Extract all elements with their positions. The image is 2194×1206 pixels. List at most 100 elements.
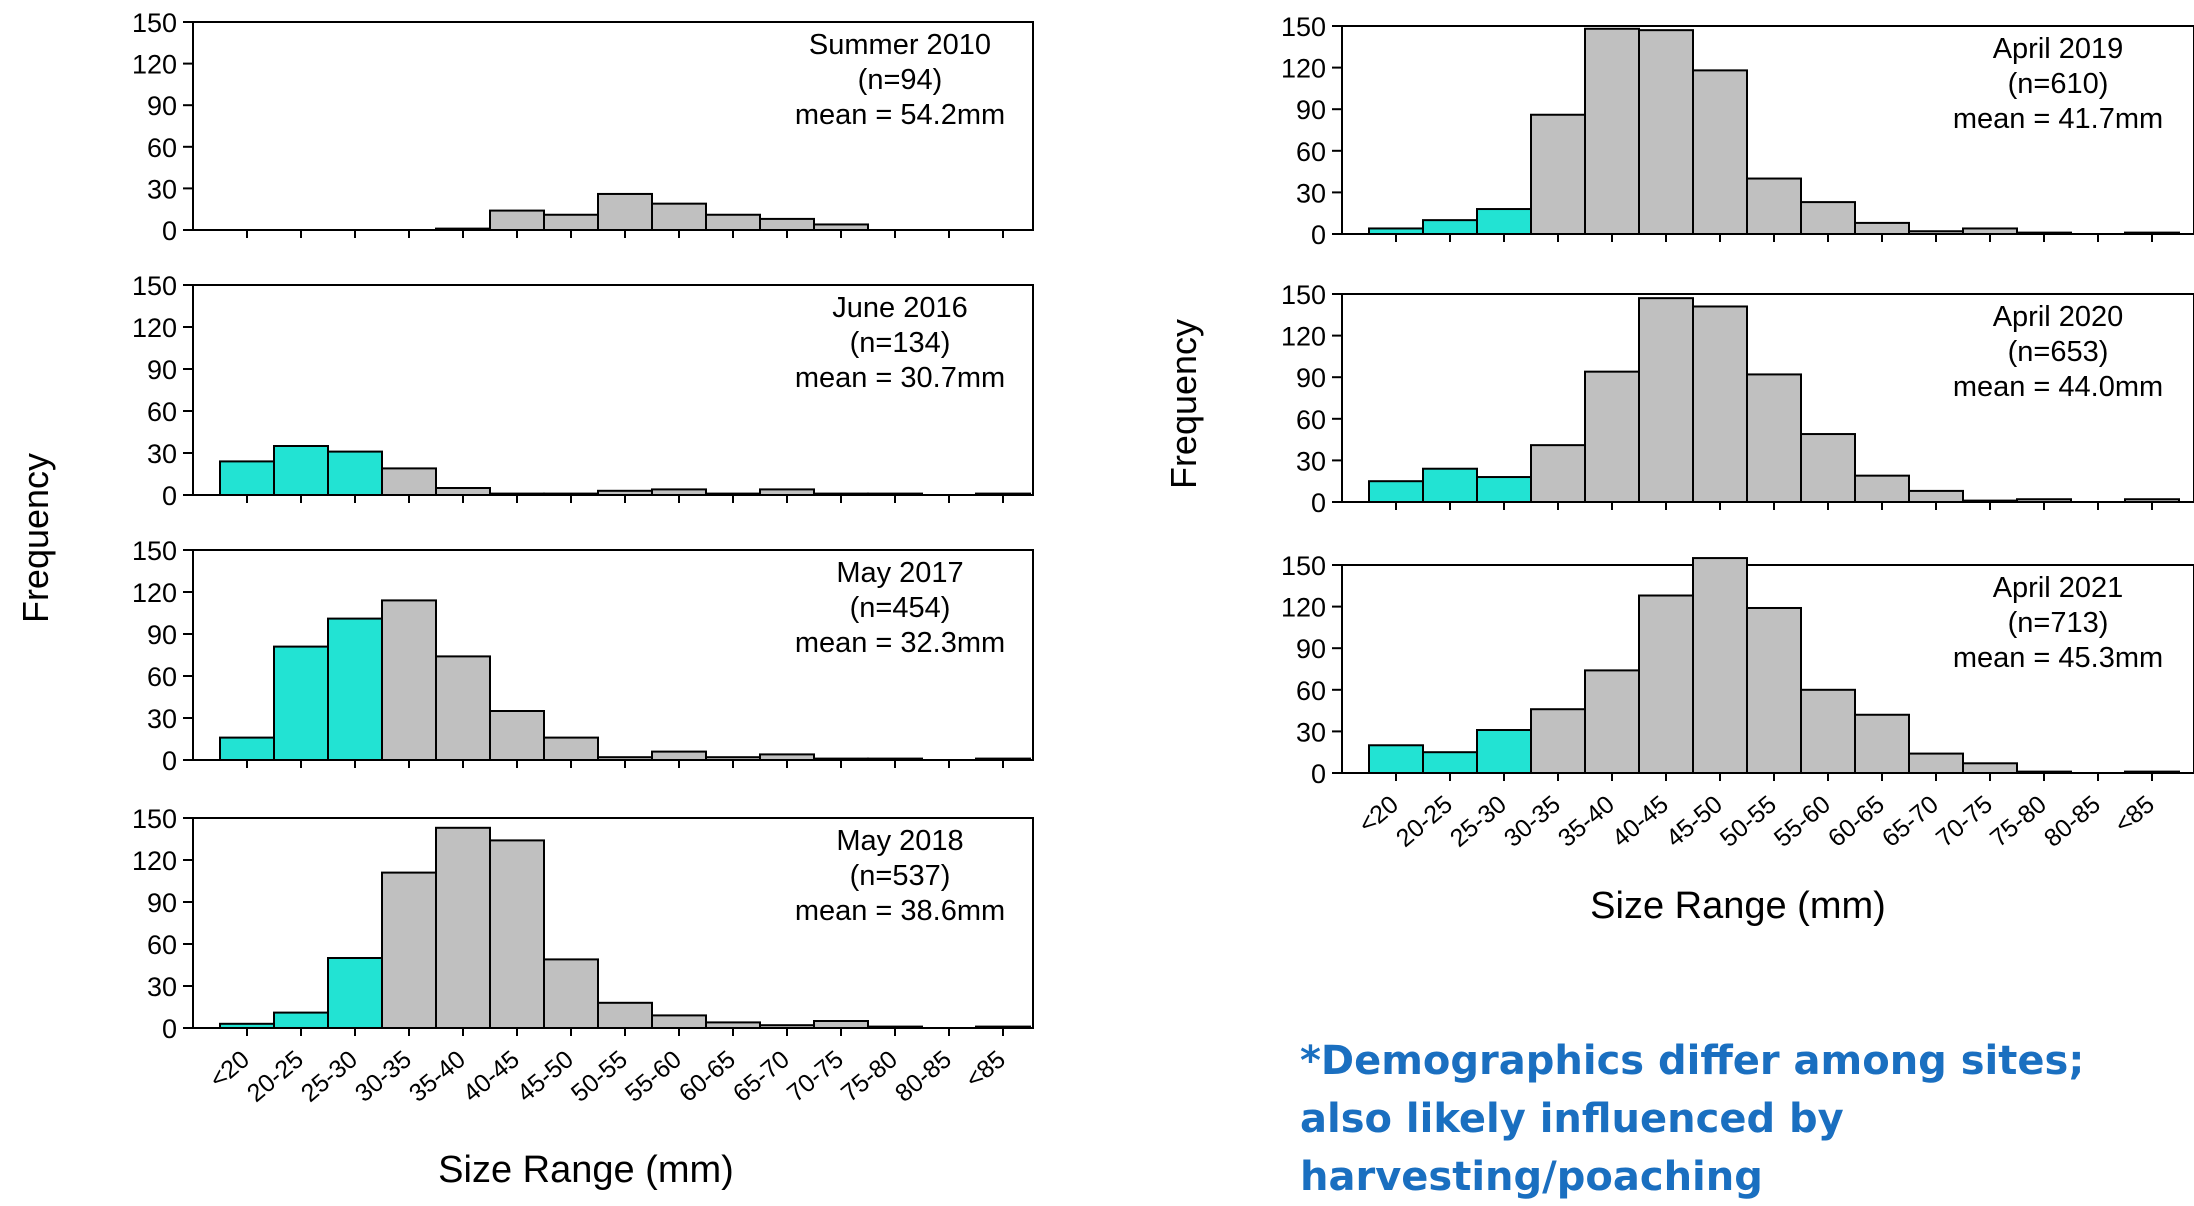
x-tick-label: 60-65 xyxy=(674,1045,741,1108)
panel-sample-size: (n=94) xyxy=(858,64,943,96)
histogram-panel: 0 30 60 90 120 150 Summer 2010(n=94)mean = 54.… xyxy=(132,8,1034,246)
panel-mean: mean = 44.0mm xyxy=(1953,371,2163,403)
bar xyxy=(597,1001,653,1029)
y-tick-label: 120 xyxy=(132,50,177,80)
bar xyxy=(381,871,437,1029)
bar xyxy=(1908,752,1964,775)
y-tick-label: 60 xyxy=(147,662,177,692)
bar xyxy=(975,757,1031,761)
bar xyxy=(327,617,383,761)
bar xyxy=(543,213,599,232)
bar xyxy=(1800,201,1856,236)
y-tick-label: 150 xyxy=(132,536,177,566)
bar xyxy=(1746,373,1802,503)
panel-mean: mean = 38.6mm xyxy=(795,895,1005,927)
y-tick-label: 150 xyxy=(1281,551,1326,581)
x-tick-label: <85 xyxy=(2109,790,2159,839)
x-tick-label: 20-25 xyxy=(242,1045,309,1108)
y-tick-label: 0 xyxy=(162,481,177,511)
panel-title: April 2020 xyxy=(1993,301,2124,333)
bar xyxy=(435,227,491,231)
bar xyxy=(435,487,491,496)
y-tick-label: 90 xyxy=(1296,363,1326,393)
y-tick-label: 60 xyxy=(1296,405,1326,435)
bar xyxy=(273,645,329,761)
y-tick-label: 0 xyxy=(1311,488,1326,518)
bar xyxy=(1746,177,1802,236)
y-tick-label: 30 xyxy=(1296,717,1326,747)
note-line-3: harvesting/poaching xyxy=(1300,1154,1763,1200)
panel-title: Summer 2010 xyxy=(809,29,991,61)
bar xyxy=(1854,221,1910,235)
y-tick-label: 150 xyxy=(1281,280,1326,310)
bar xyxy=(1422,751,1478,775)
x-tick-label: 75-80 xyxy=(836,1045,903,1108)
y-tick-label: 30 xyxy=(147,704,177,734)
bar xyxy=(867,1025,923,1029)
histogram-panel: 0 30 60 90 120 150 April 2019(n=610)mean = 41.… xyxy=(1281,12,2194,250)
x-tick-label: 80-85 xyxy=(2039,790,2106,853)
bar xyxy=(543,736,599,761)
y-tick-label: 30 xyxy=(1296,446,1326,476)
note-line-2: also likely influenced by xyxy=(1300,1096,1844,1142)
x-tick-label: 30-35 xyxy=(1499,790,1566,853)
y-tick-label: 60 xyxy=(1296,137,1326,167)
histogram-panel: 0306090120150<2020-2525-3030-3535-4040-4… xyxy=(1281,551,2194,853)
bar xyxy=(381,599,437,762)
x-tick-label: 50-55 xyxy=(1715,790,1782,853)
bar xyxy=(2016,770,2072,775)
bar xyxy=(2124,498,2180,503)
bar xyxy=(2124,770,2180,775)
panel-mean: mean = 32.3mm xyxy=(795,627,1005,659)
bar xyxy=(813,223,869,232)
bar xyxy=(759,753,815,762)
bar xyxy=(489,710,545,761)
bar xyxy=(1584,27,1640,236)
bar xyxy=(813,492,869,497)
x-tick-label: 60-65 xyxy=(1823,790,1890,853)
bar xyxy=(1962,762,2018,775)
x-tick-label: 40-45 xyxy=(1607,790,1674,853)
bar xyxy=(651,750,707,761)
bar xyxy=(1692,305,1748,504)
panel-mean: mean = 54.2mm xyxy=(795,99,1005,131)
bar xyxy=(705,1021,761,1030)
bar xyxy=(2016,498,2072,503)
bar xyxy=(597,756,653,762)
left-y-axis-label: Frequency xyxy=(15,453,56,623)
x-tick-label: 70-75 xyxy=(782,1045,849,1108)
histogram-panel: 0306090120150<2020-2525-3030-3535-4040-4… xyxy=(132,804,1034,1108)
bar xyxy=(867,757,923,761)
x-tick-label: <85 xyxy=(960,1045,1010,1094)
y-tick-label: 60 xyxy=(147,397,177,427)
bar xyxy=(759,217,815,231)
bar xyxy=(651,1014,707,1030)
bar xyxy=(1962,499,2018,504)
bar xyxy=(1692,69,1748,235)
y-tick-label: 90 xyxy=(1296,95,1326,125)
bar xyxy=(1638,29,1694,235)
x-tick-label: 50-55 xyxy=(566,1045,633,1108)
bar xyxy=(273,445,329,496)
bar xyxy=(1476,476,1532,504)
y-tick-label: 0 xyxy=(1311,220,1326,250)
bar xyxy=(759,488,815,496)
y-tick-label: 150 xyxy=(132,8,177,38)
bar xyxy=(759,1024,815,1029)
panel-sample-size: (n=713) xyxy=(2008,607,2109,639)
bar xyxy=(597,489,653,496)
panel-mean: mean = 30.7mm xyxy=(795,362,1005,394)
panel-sample-size: (n=454) xyxy=(850,592,951,624)
x-tick-label: 55-60 xyxy=(1769,790,1836,853)
bar xyxy=(705,492,761,497)
panel-mean: mean = 41.7mm xyxy=(1953,103,2163,135)
bar xyxy=(1368,480,1424,504)
bar xyxy=(1800,433,1856,504)
bar xyxy=(1530,444,1586,503)
y-tick-label: 150 xyxy=(132,804,177,834)
bar xyxy=(1746,606,1802,775)
bar xyxy=(2016,231,2072,235)
bar xyxy=(1692,557,1748,774)
bar xyxy=(381,467,437,496)
